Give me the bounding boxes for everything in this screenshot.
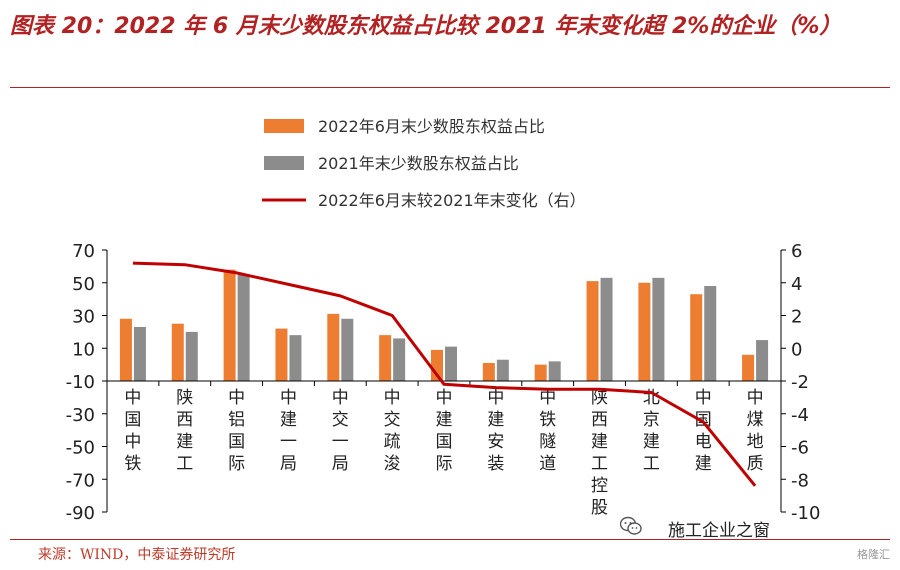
bar <box>496 359 509 381</box>
bar <box>690 294 703 381</box>
category-label: 陕西建工控股 <box>591 388 608 518</box>
right-tick-label: 0 <box>791 339 802 360</box>
left-tick-label: 10 <box>72 339 95 360</box>
bar <box>600 277 613 381</box>
bar <box>482 362 495 381</box>
bars <box>119 269 769 381</box>
category-label: 中国中铁 <box>124 388 141 474</box>
bar <box>652 277 665 381</box>
bar <box>237 274 250 381</box>
bar <box>534 364 547 381</box>
legend-swatch-0 <box>264 119 304 133</box>
left-tick-label: -50 <box>66 438 95 459</box>
bar <box>742 354 755 381</box>
bar <box>548 361 561 381</box>
category-label: 中交一局 <box>332 388 349 474</box>
bar <box>119 318 132 381</box>
legend-label-2: 2022年6月末较2021年末变化（右） <box>318 191 586 210</box>
corner-mark: 格隆汇 <box>857 548 890 561</box>
left-tick-label: -70 <box>66 470 95 491</box>
category-label: 中煤地质 <box>747 388 764 474</box>
legend-label-1: 2021年末少数股东权益占比 <box>318 154 519 173</box>
right-tick-label: 4 <box>791 274 802 295</box>
left-tick-label: -10 <box>66 372 95 393</box>
category-label: 中铁隧道 <box>539 388 556 474</box>
source-divider <box>10 539 890 540</box>
bar <box>185 331 198 381</box>
bar <box>445 346 457 381</box>
right-tick-label: 2 <box>791 307 802 328</box>
bar <box>327 313 340 381</box>
bar <box>586 281 599 381</box>
bar <box>289 335 302 381</box>
left-tick-label: -90 <box>66 503 95 524</box>
right-tick-label: -4 <box>791 405 809 426</box>
change-line <box>132 261 757 487</box>
bar <box>638 282 651 381</box>
bar <box>171 323 184 381</box>
bar <box>756 340 769 381</box>
right-tick-label: -10 <box>791 503 820 524</box>
source-note: 来源：WIND，中泰证券研究所 <box>38 547 236 563</box>
category-label: 北京建工 <box>643 388 660 474</box>
right-axis: 6 4 2 0 -2 -4 -6 -8 -10 <box>780 241 820 524</box>
left-tick-label: 50 <box>72 274 95 295</box>
right-tick-label: -2 <box>791 372 809 393</box>
wechat-icon <box>620 516 642 535</box>
category-label: 中建一局 <box>280 388 297 474</box>
bar <box>223 269 236 381</box>
left-tick-label: 70 <box>72 241 95 262</box>
left-axis: 70 50 30 10 -10 -30 -50 -70 -90 <box>66 241 108 524</box>
legend-swatch-1 <box>264 156 304 170</box>
bar <box>275 328 288 381</box>
figure-title: 图表 20：2022 年 6 月末少数股东权益占比较 2021 年末变化超 2%… <box>10 14 842 39</box>
category-label: 中铝国际 <box>228 388 245 474</box>
left-tick-label: -30 <box>66 405 95 426</box>
left-tick-label: 30 <box>72 307 95 328</box>
bar <box>133 326 146 381</box>
title-divider <box>10 87 890 88</box>
category-label: 中建安装 <box>487 388 504 474</box>
bar <box>393 338 406 381</box>
category-label: 中建国际 <box>436 388 453 474</box>
bar <box>379 335 392 381</box>
bar <box>704 286 717 381</box>
legend-label-0: 2022年6月末少数股东权益占比 <box>318 117 545 136</box>
bar <box>341 318 354 381</box>
right-tick-label: -6 <box>791 438 809 459</box>
category-label: 中交疏浚 <box>384 388 401 474</box>
legend: 2022年6月末少数股东权益占比 2021年末少数股东权益占比 2022年6月末较2… <box>262 117 586 210</box>
right-tick-label: 6 <box>791 241 802 262</box>
category-label: 陕西建工 <box>176 388 193 474</box>
right-tick-label: -8 <box>791 470 809 491</box>
x-axis: 中国中铁 陕西建工 中铝国际 中建一局 中交一局 中交疏浚 中建国际 中建安装 中铁隧道 陕西建工… <box>106 380 781 518</box>
watermark: 施工企业之窗 <box>668 521 770 541</box>
